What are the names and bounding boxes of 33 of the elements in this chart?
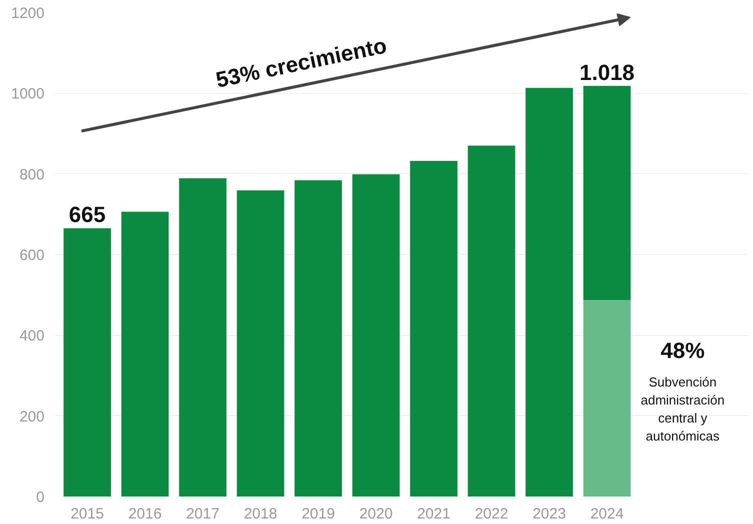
y-tick-label: 0 <box>36 489 44 506</box>
annotation: 53% crecimiento <box>214 32 389 93</box>
y-tick-label: 1200 <box>11 5 45 22</box>
y-tick-label: 800 <box>19 166 45 184</box>
x-tick-label: 2023 <box>532 506 566 522</box>
bar <box>64 228 111 496</box>
bar <box>468 146 516 496</box>
y-tick-label: 200 <box>19 408 45 426</box>
x-tick-label: 2019 <box>302 506 335 522</box>
text: Subvención administración central y autonómicas <box>640 374 725 444</box>
x-tick-label: 2021 <box>417 506 450 522</box>
bar <box>179 178 226 496</box>
x-tick-label: 2017 <box>186 506 220 522</box>
total-label: 665 <box>68 202 106 228</box>
y-tick-label: 600 <box>19 247 45 264</box>
bar <box>583 300 631 496</box>
bar <box>583 86 631 300</box>
x-tick-label: 2020 <box>359 506 393 522</box>
bar <box>236 190 284 496</box>
x-tick-label: 2018 <box>244 506 278 522</box>
total-label: 1.018 <box>579 60 635 85</box>
x-tick-label: 2015 <box>70 506 104 522</box>
x-tick-label: 2016 <box>128 506 162 522</box>
text: 48% <box>660 338 705 363</box>
bar <box>121 212 169 496</box>
bar <box>410 160 458 496</box>
y-tick-label: 400 <box>19 328 45 345</box>
bar <box>352 174 400 496</box>
bar <box>294 180 342 496</box>
x-tick-label: 2024 <box>590 506 624 522</box>
bar <box>526 88 573 496</box>
y-tick-label: 1000 <box>11 86 45 103</box>
x-tick-label: 2022 <box>474 506 508 522</box>
